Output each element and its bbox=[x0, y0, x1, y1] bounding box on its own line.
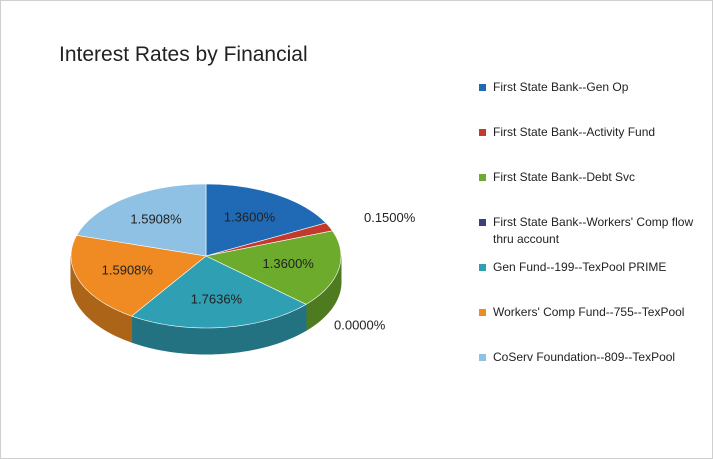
legend-swatch bbox=[479, 354, 486, 361]
legend-item: First State Bank--Activity Fund bbox=[479, 124, 704, 169]
data-label: 0.0000% bbox=[334, 317, 386, 332]
legend-swatch bbox=[479, 309, 486, 316]
legend-label: Gen Fund--199--TexPool PRIME bbox=[493, 260, 667, 274]
legend-swatch bbox=[479, 174, 486, 181]
legend-item: First State Bank--Debt Svc bbox=[479, 169, 704, 214]
legend-item: First State Bank--Gen Op bbox=[479, 79, 704, 124]
legend-item: Gen Fund--199--TexPool PRIME bbox=[479, 259, 704, 304]
legend-swatch bbox=[479, 84, 486, 91]
slice bbox=[205, 183, 327, 257]
legend-swatch bbox=[479, 264, 486, 271]
data-label: 1.5908% bbox=[130, 212, 182, 227]
slice bbox=[76, 183, 207, 257]
slice bbox=[205, 230, 342, 305]
legend-label: Workers' Comp Fund--755--TexPool bbox=[493, 305, 685, 319]
legend: First State Bank--Gen Op First State Bank… bbox=[479, 79, 704, 394]
data-label: 1.5908% bbox=[102, 263, 154, 278]
data-label: 0.1500% bbox=[364, 210, 416, 225]
legend-label: First State Bank--Workers' Comp flow thr… bbox=[493, 215, 694, 246]
data-label: 1.3600% bbox=[224, 209, 276, 224]
legend-label: First State Bank--Activity Fund bbox=[493, 125, 656, 139]
legend-label: First State Bank--Debt Svc bbox=[493, 170, 636, 184]
data-label: 1.3600% bbox=[263, 256, 315, 271]
legend-label: CoServ Foundation--809--TexPool bbox=[493, 350, 676, 364]
data-label: 1.7636% bbox=[191, 292, 243, 307]
legend-swatch bbox=[479, 129, 486, 136]
legend-swatch bbox=[479, 219, 486, 226]
chart-title: Interest Rates by Financial bbox=[59, 43, 308, 66]
legend-item: CoServ Foundation--809--TexPool bbox=[479, 349, 704, 394]
slice bbox=[70, 234, 207, 317]
legend-label: First State Bank--Gen Op bbox=[493, 80, 629, 94]
legend-item: Workers' Comp Fund--755--TexPool bbox=[479, 304, 704, 349]
legend-item: First State Bank--Workers' Comp flow thr… bbox=[479, 214, 704, 259]
slice bbox=[130, 255, 307, 329]
